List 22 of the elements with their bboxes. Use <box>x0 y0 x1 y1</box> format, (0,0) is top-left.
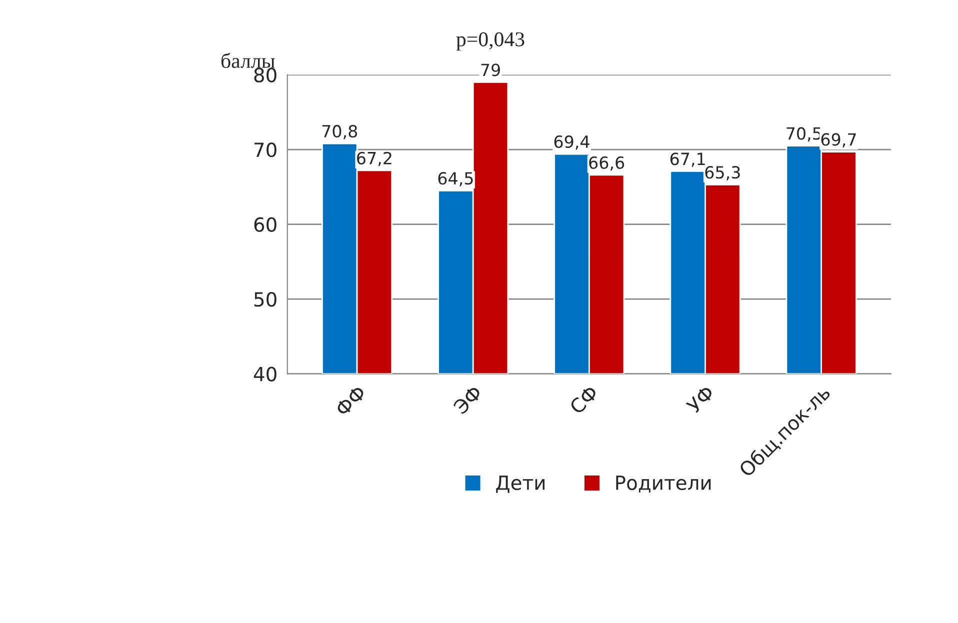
data-label: 70,8 <box>322 124 358 140</box>
data-label: 64,5 <box>438 172 473 186</box>
legend-label: Дети <box>496 476 544 493</box>
data-label: 67,1 <box>670 152 705 167</box>
data-label: 69,7 <box>821 133 856 148</box>
y-tick-label: 50 <box>254 292 276 307</box>
annotation: p=0,043 <box>456 32 524 51</box>
data-label: 65,3 <box>705 166 740 180</box>
x-tick-label: ФФ <box>334 384 367 417</box>
x-tick-label: СФ <box>568 384 599 415</box>
legend-label: Родители <box>616 476 711 492</box>
data-label: 66,6 <box>589 156 624 171</box>
x-tick-label: УФ <box>686 384 715 414</box>
y-tick-label: 40 <box>254 366 276 382</box>
x-tick-label: ЭФ <box>452 384 483 415</box>
data-label: 67,2 <box>357 152 392 166</box>
y-tick-label: 60 <box>254 217 276 232</box>
data-label: 69,4 <box>554 135 590 150</box>
y-axis-title: баллы <box>221 52 275 68</box>
data-label: 79 <box>481 64 500 76</box>
y-tick-label: 70 <box>254 142 276 158</box>
y-tick-label: 80 <box>254 68 276 82</box>
